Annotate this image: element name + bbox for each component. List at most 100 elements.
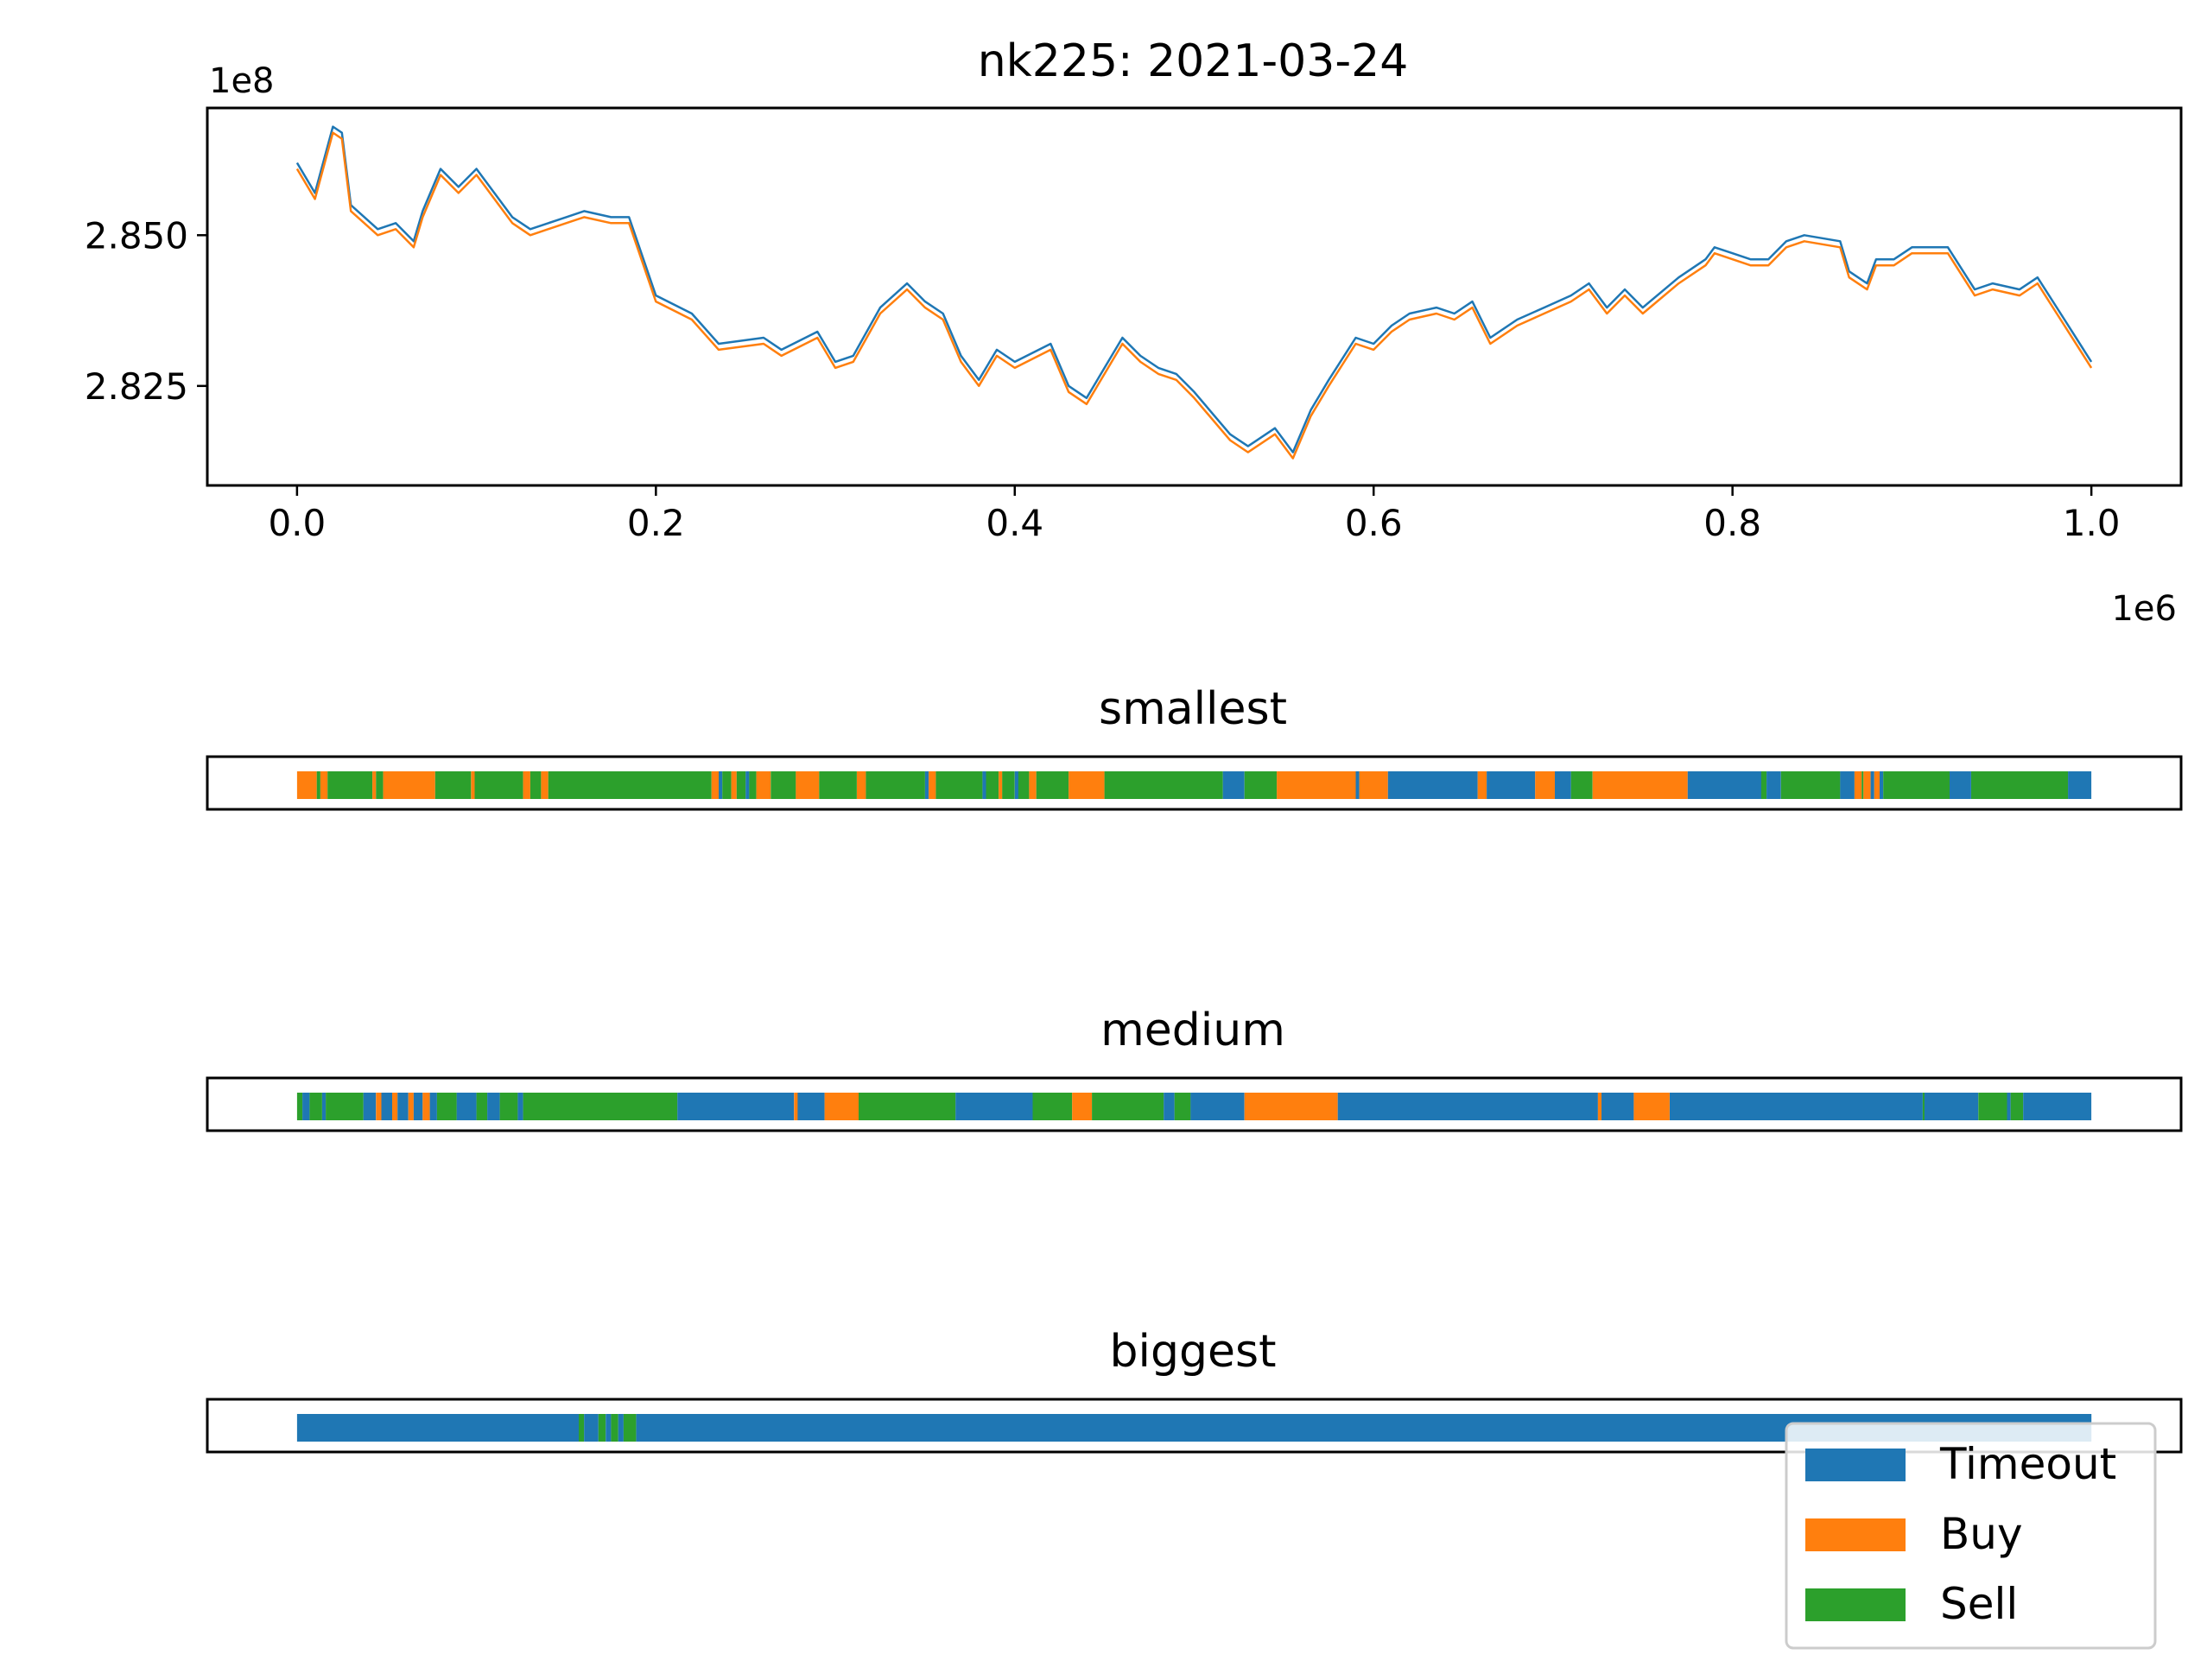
strip-segment-sell: [523, 1093, 678, 1120]
strip-segment-sell: [2010, 1093, 2024, 1120]
strip-segment-timeout: [321, 1093, 327, 1120]
strip-segment-timeout: [745, 771, 750, 799]
strip-segment-buy: [857, 771, 866, 799]
strip-segment-sell: [296, 1093, 303, 1120]
strip-segment-buy: [1277, 771, 1356, 799]
strip-segment-timeout: [487, 1093, 500, 1120]
strip-segment-sell: [1922, 1093, 1925, 1120]
strip-segment-sell: [1883, 771, 1950, 799]
strip-segment-sell: [1092, 1093, 1164, 1120]
strip-segment-buy: [1633, 1093, 1670, 1120]
strip-segment-buy: [392, 1093, 398, 1120]
strip-segment-buy: [1029, 771, 1037, 799]
strip-segment-sell: [376, 771, 384, 799]
strip-segment-timeout: [955, 1093, 1033, 1120]
x-tick-label: 1.0: [2063, 502, 2121, 544]
y-offset-label: 1e8: [209, 61, 275, 101]
strip-segment-buy: [1244, 1093, 1338, 1120]
strip-segment-timeout: [719, 771, 723, 799]
strip-segment-sell: [771, 771, 796, 799]
strip-segment-sell: [722, 771, 732, 799]
x-tick-label: 0.8: [1703, 502, 1761, 544]
strip-segment-buy: [999, 771, 1003, 799]
strip-segment-buy: [794, 1093, 798, 1120]
strip-segment-sell: [1780, 771, 1841, 799]
strip-segment-timeout: [1487, 771, 1536, 799]
price-panel: nk225: 2021-03-24 1e8 0.0 0.2 0.4 0.6 0.8 1.0…: [85, 35, 2183, 629]
strip-segment-sell: [1971, 771, 2069, 799]
strip-segment-buy: [541, 771, 549, 799]
strip-segment-timeout: [302, 1093, 310, 1120]
strip-segment-timeout: [1950, 771, 1971, 799]
strip-segment-sell: [935, 771, 983, 799]
strip-segment-buy: [372, 771, 377, 799]
strip-segment-timeout: [1387, 771, 1478, 799]
strip-segment-buy: [1477, 771, 1487, 799]
strip-segment-timeout: [1880, 771, 1884, 799]
strip-segment-timeout: [381, 1093, 392, 1120]
strip-segment-timeout: [1164, 1093, 1175, 1120]
strip-segment-timeout: [1222, 771, 1245, 799]
strip-segment-sell: [866, 771, 925, 799]
legend: Timeout Buy Sell: [1785, 1422, 2157, 1650]
strip-segment-sell: [598, 1414, 606, 1442]
strip-segment-timeout: [2007, 1093, 2011, 1120]
strip-segment-sell: [434, 771, 472, 799]
x-tick-label: 0.2: [627, 502, 685, 544]
strip-segment-timeout: [924, 771, 929, 799]
strip-segment-buy: [1863, 771, 1871, 799]
strip-segment-buy: [320, 771, 328, 799]
strip-segment-sell: [1002, 771, 1015, 799]
legend-label-buy: Buy: [1940, 1509, 2023, 1559]
medium-strip: [296, 1093, 2092, 1120]
strip-segment-timeout: [1555, 771, 1571, 799]
strip-segment-sell: [476, 1093, 488, 1120]
strip-segment-timeout: [517, 1093, 523, 1120]
legend-swatch-timeout: [1805, 1449, 1906, 1481]
strip-segment-sell: [1036, 771, 1069, 799]
strip-segment-timeout: [456, 1093, 477, 1120]
strip-segment-buy: [824, 1093, 859, 1120]
legend-label-timeout: Timeout: [1939, 1439, 2116, 1489]
x-tick-label: 0.6: [1345, 502, 1403, 544]
strip-segment-sell: [1570, 771, 1593, 799]
strip-segment-timeout: [1870, 771, 1874, 799]
strip-segment-sell: [623, 1414, 637, 1442]
strip-segment-timeout: [296, 1414, 579, 1442]
strip-segment-buy: [1535, 771, 1555, 799]
strip-segment-timeout: [1601, 1093, 1634, 1120]
strip-segment-sell: [309, 1093, 322, 1120]
strip-segment-buy: [1874, 771, 1880, 799]
strip-segment-timeout: [1355, 771, 1360, 799]
strip-segment-timeout: [1670, 1093, 1923, 1120]
strip-segment-sell: [327, 771, 373, 799]
strip-segment-buy: [422, 1093, 430, 1120]
y-axis: 2.825 2.850: [85, 214, 207, 408]
biggest-title: biggest: [1110, 1326, 1277, 1378]
y-tick-label: 2.850: [85, 214, 188, 257]
price-chart-title: nk225: 2021-03-24: [978, 35, 1409, 87]
strip-segment-sell: [611, 1414, 618, 1442]
strip-segment-sell: [326, 1093, 364, 1120]
strip-segment-sell: [859, 1093, 956, 1120]
strip-segment-timeout: [2068, 771, 2092, 799]
strip-segment-sell: [530, 771, 542, 799]
strip-segment-buy: [929, 771, 936, 799]
strip-segment-buy: [1854, 771, 1862, 799]
strip-segment-sell: [316, 771, 320, 799]
strip-segment-buy: [408, 1093, 414, 1120]
strip-segment-sell: [436, 1093, 457, 1120]
strip-segment-buy: [1359, 771, 1388, 799]
strip-segment-timeout: [618, 1414, 624, 1442]
strip-segment-buy: [711, 771, 719, 799]
strip-segment-timeout: [584, 1414, 599, 1442]
strip-segment-timeout: [797, 1093, 825, 1120]
medium-title: medium: [1100, 1005, 1285, 1056]
strip-segment-timeout: [1337, 1093, 1598, 1120]
legend-swatch-sell: [1805, 1588, 1906, 1621]
strip-segment-buy: [296, 771, 317, 799]
strip-segment-buy: [471, 771, 475, 799]
strip-segment-buy: [376, 1093, 382, 1120]
strip-segment-sell: [579, 1414, 585, 1442]
strip-segment-sell: [1174, 1093, 1191, 1120]
